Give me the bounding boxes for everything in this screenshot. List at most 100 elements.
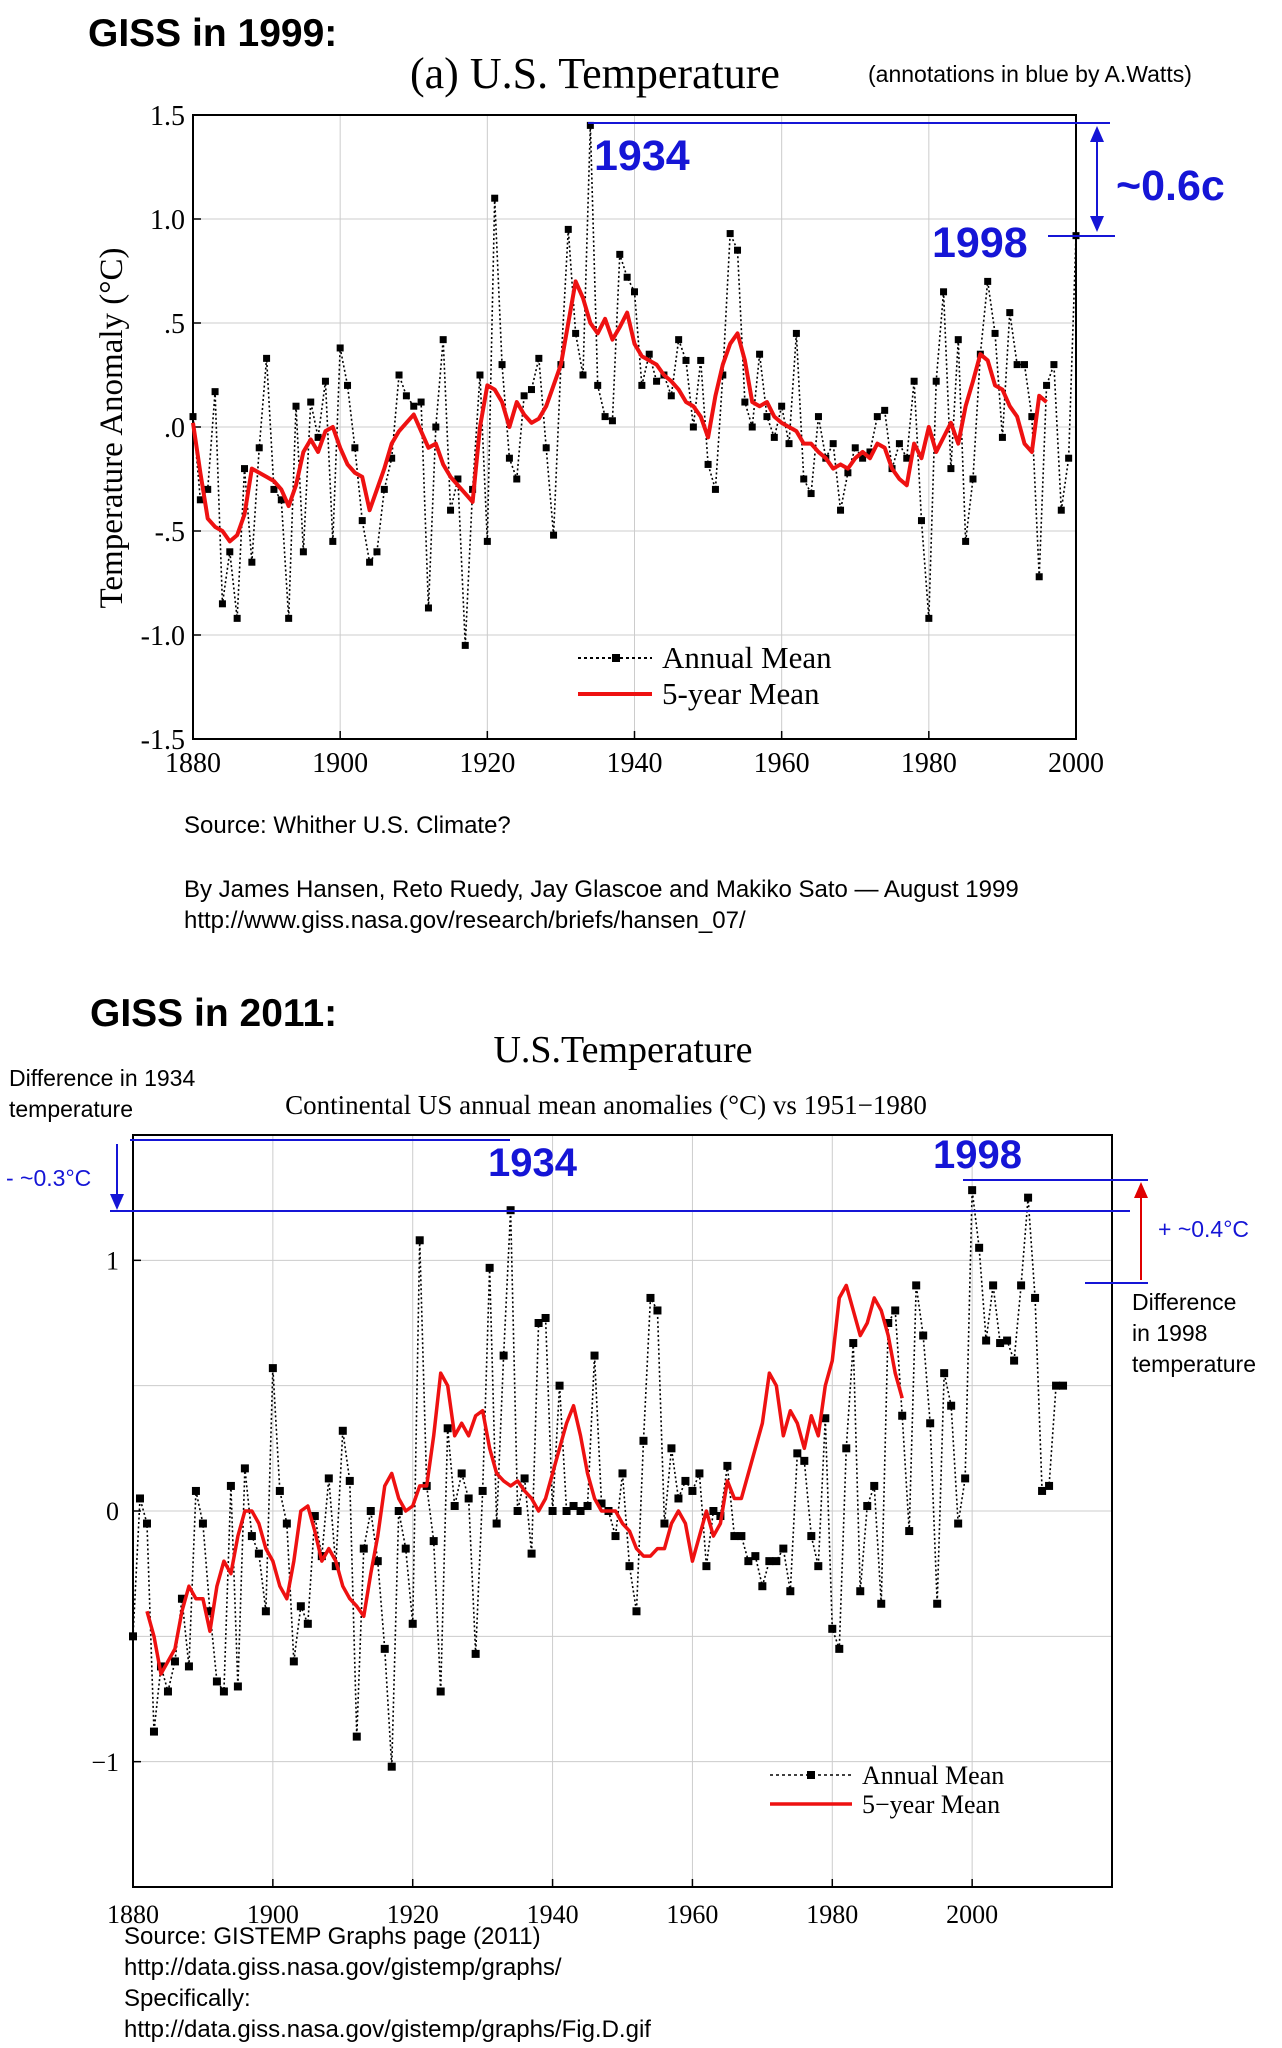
annual-mean-point bbox=[737, 1532, 746, 1541]
annual-mean-point bbox=[866, 448, 874, 456]
annual-mean-point bbox=[856, 1587, 865, 1596]
annual-mean-point bbox=[903, 454, 911, 462]
annual-mean-point bbox=[373, 1557, 382, 1566]
annual-mean-point bbox=[741, 398, 749, 406]
annual-mean-point bbox=[1013, 361, 1021, 369]
annual-mean-point bbox=[457, 1469, 466, 1478]
annual-mean-point bbox=[873, 413, 881, 421]
annual-mean-point bbox=[292, 402, 300, 410]
x-tick-label: 2000 bbox=[1048, 748, 1104, 779]
annual-mean-point bbox=[961, 1474, 970, 1483]
chart-1999-x-ticks: 1880 1900 1920 1940 1960 1980 2000 bbox=[165, 731, 1104, 779]
legend-annual-marker bbox=[612, 654, 620, 662]
annual-mean-point bbox=[1038, 1486, 1047, 1495]
chart-1999-y-ticks: 1.5 1.0 .5 .0 -.5 -1.0 -1.5 bbox=[141, 101, 201, 756]
annual-mean-point bbox=[211, 388, 219, 396]
annual-mean-point bbox=[863, 1501, 872, 1510]
annual-mean-point bbox=[726, 230, 734, 238]
annual-mean-point bbox=[204, 485, 212, 493]
annual-mean-point bbox=[247, 1532, 256, 1541]
x-tick-label: 1900 bbox=[312, 748, 368, 779]
x-tick-label: 1980 bbox=[806, 1900, 858, 1929]
annual-mean-point bbox=[476, 371, 484, 379]
annual-mean-point bbox=[835, 1644, 844, 1653]
annual-mean-point bbox=[387, 1762, 396, 1771]
legend2-annual-label: Annual Mean bbox=[862, 1761, 1004, 1790]
annotation2-1998-diff-value: + ~0.4°C bbox=[1158, 1216, 1249, 1242]
annual-mean-point bbox=[800, 475, 808, 483]
annual-mean-point bbox=[793, 1449, 802, 1458]
annual-mean-point bbox=[513, 1507, 522, 1515]
annual-mean-point bbox=[792, 329, 800, 337]
annual-mean-point bbox=[417, 398, 425, 406]
annual-mean-line bbox=[132, 1190, 1064, 1767]
annual-mean-point bbox=[436, 1687, 445, 1696]
annual-mean-point bbox=[975, 1243, 984, 1252]
annotation-diff-label: ~0.6c bbox=[1116, 162, 1225, 210]
five-year-mean-line bbox=[191, 279, 1048, 544]
annual-mean-point bbox=[520, 1474, 529, 1483]
five-year-mean-line bbox=[145, 1283, 904, 1676]
x-tick-label: 1880 bbox=[107, 1900, 159, 1929]
annual-mean-point bbox=[534, 1319, 543, 1327]
annual-mean-point bbox=[756, 350, 764, 358]
annual-mean-point bbox=[814, 413, 822, 421]
chart-2011-y-ticks: 1 0 −1 bbox=[91, 1246, 141, 1777]
annual-mean-point bbox=[358, 517, 366, 525]
source-1999-line2: By James Hansen, Reto Ruedy, Jay Glascoe… bbox=[184, 876, 1019, 903]
annual-mean-point bbox=[344, 381, 352, 389]
annual-mean-point bbox=[564, 225, 572, 233]
annotation2-1998-diff-line3: temperature bbox=[1132, 1351, 1256, 1377]
x-tick-label: 1940 bbox=[527, 1900, 579, 1929]
annual-mean-point bbox=[307, 398, 315, 406]
annual-mean-point bbox=[611, 1532, 620, 1541]
y-tick-label: 0 bbox=[106, 1497, 119, 1526]
annual-mean-point bbox=[989, 1281, 998, 1290]
annual-mean-point bbox=[255, 444, 263, 452]
annual-mean-point bbox=[653, 377, 661, 385]
annual-mean-point bbox=[996, 1339, 1005, 1348]
annual-mean-point bbox=[135, 1494, 144, 1503]
annual-mean-point bbox=[837, 506, 845, 514]
annual-mean-point bbox=[129, 1632, 137, 1641]
annual-mean-point bbox=[807, 490, 815, 498]
annual-mean-point bbox=[895, 440, 903, 448]
annual-mean-point bbox=[205, 1607, 214, 1616]
annual-mean-point bbox=[926, 1419, 935, 1428]
annual-mean-point bbox=[682, 356, 690, 364]
x-tick-label: 2000 bbox=[946, 1900, 998, 1929]
annual-mean-point bbox=[933, 1599, 942, 1608]
annual-mean-point bbox=[645, 350, 653, 358]
annual-mean-point bbox=[583, 1501, 592, 1510]
annual-mean-point bbox=[660, 1519, 669, 1528]
annotation2-1934-arrow-head bbox=[110, 1194, 124, 1210]
annual-mean-point bbox=[932, 377, 940, 385]
annual-mean-point bbox=[541, 1313, 550, 1322]
annual-mean-point bbox=[734, 246, 742, 254]
annual-mean-point bbox=[359, 1544, 368, 1553]
annual-mean-point bbox=[778, 402, 786, 410]
annual-mean-point bbox=[807, 1532, 816, 1541]
annual-mean-point bbox=[1024, 1193, 1033, 1202]
chart-1999: (a) U.S. Temperature (annotations in blu… bbox=[94, 49, 1225, 779]
y-tick-label: -1.0 bbox=[141, 621, 185, 652]
annual-mean-point bbox=[765, 1557, 774, 1566]
annual-mean-point bbox=[623, 273, 631, 281]
annual-mean-point bbox=[905, 1527, 914, 1536]
annual-mean-point bbox=[608, 417, 616, 425]
chart-2011-title: U.S.Temperature bbox=[493, 1029, 752, 1071]
annual-mean-point bbox=[842, 1444, 851, 1453]
annual-mean-point bbox=[254, 1549, 263, 1558]
annual-mean-point bbox=[454, 475, 462, 483]
annual-mean-point bbox=[723, 1461, 732, 1470]
annotation-diff-arrow-down bbox=[1090, 216, 1104, 232]
annual-mean-point bbox=[674, 1494, 683, 1503]
chart-1999-annotations: 1934 1998 ~0.6c bbox=[588, 122, 1225, 267]
annual-mean-point bbox=[618, 1469, 627, 1478]
annual-mean-point bbox=[329, 537, 337, 545]
annual-mean-point bbox=[263, 354, 271, 362]
annotation-diff-arrow-up bbox=[1090, 126, 1104, 142]
annual-mean-point bbox=[285, 614, 293, 622]
annual-mean-point bbox=[704, 460, 712, 468]
annual-mean-point bbox=[424, 604, 432, 612]
